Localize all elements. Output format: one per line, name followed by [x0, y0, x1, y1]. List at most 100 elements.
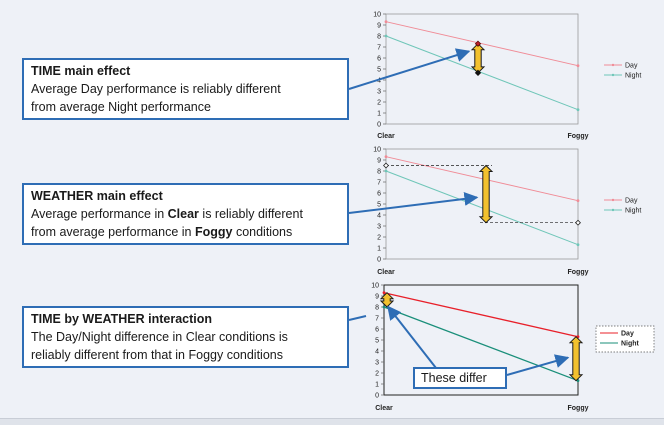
y-tick-label: 3 [375, 360, 379, 367]
y-tick-label: 2 [377, 235, 381, 242]
legend-label-day: Day [625, 63, 638, 70]
y-tick-label: 0 [377, 122, 381, 129]
weather-callout-title: WEATHER main effect [31, 189, 163, 203]
y-tick-label: 7 [377, 180, 381, 187]
interaction-callout-line-2: reliably different from that in Foggy co… [31, 348, 283, 362]
data-point-day [576, 64, 580, 68]
weather-line2-post: conditions [232, 225, 293, 239]
data-point-night [384, 169, 388, 173]
series-line-night [383, 306, 579, 382]
y-tick-label: 2 [375, 371, 379, 378]
x-category-label: Clear [375, 405, 393, 412]
data-point-night [576, 108, 580, 112]
series-line-day [383, 292, 579, 338]
clear-foggy-difference-arrow [478, 164, 494, 224]
x-category-label: Foggy [568, 269, 589, 276]
y-tick-label: 5 [375, 338, 379, 345]
y-tick-label: 3 [377, 224, 381, 231]
these-differ-callout: These differ [413, 367, 507, 389]
y-tick-label: 10 [373, 147, 381, 154]
interaction-connector [348, 315, 367, 321]
y-tick-label: 4 [377, 78, 381, 85]
y-tick-label: 4 [375, 349, 379, 356]
weather-effect-annotations [348, 162, 581, 226]
y-tick-label: 3 [377, 89, 381, 96]
interaction-annotations [348, 291, 584, 382]
bottom-strip [0, 418, 664, 425]
y-tick-label: 8 [375, 305, 379, 312]
y-tick-label: 6 [377, 191, 381, 198]
legend-label-night: Night [625, 73, 641, 80]
y-tick-label: 9 [375, 294, 379, 301]
y-tick-label: 2 [377, 100, 381, 107]
y-tick-label: 10 [371, 283, 379, 290]
night-average-marker [474, 69, 482, 77]
chart-panel-time: 0 1 2 3 4 5 6 7 8 9 10 Clear Foggy Day Night [373, 12, 641, 141]
weather-line1-bold: Clear [167, 207, 199, 221]
y-tick-label: 10 [373, 12, 381, 19]
y-tick-label: 6 [377, 56, 381, 63]
interaction-callout: TIME by WEATHER interaction The Day/Nigh… [22, 306, 349, 368]
clear-gap-arrow [379, 291, 395, 308]
data-point-night [384, 34, 388, 38]
data-point-day [576, 199, 580, 203]
x-category-label: Foggy [568, 133, 589, 140]
data-point-day [384, 155, 388, 159]
y-tick-label: 5 [377, 202, 381, 209]
clear-average-marker [383, 162, 389, 169]
y-tick-label: 9 [377, 158, 381, 165]
legend-marker [611, 73, 615, 77]
series-line-night [385, 35, 579, 111]
weather-line1-pre: Average performance in [31, 207, 168, 221]
differ-pointer-right [506, 354, 570, 376]
y-tick-label: 9 [377, 23, 381, 30]
callout-pointer-arrow [348, 48, 471, 90]
y-tick-label: 6 [375, 327, 379, 334]
y-tick-label: 8 [377, 34, 381, 41]
legend-label-night: Night [621, 341, 640, 348]
weather-main-effect-callout: WEATHER main effect Average performance … [22, 183, 349, 245]
time-callout-title: TIME main effect [31, 64, 131, 78]
y-tick-label: 8 [377, 169, 381, 176]
y-tick-label: 7 [375, 316, 379, 323]
weather-callout-line-2: from average performance in Foggy condit… [31, 223, 340, 241]
chart-panel-weather: 0 1 2 3 4 5 6 7 8 9 10 Clear Foggy Day Night [373, 147, 641, 277]
foggy-average-marker [575, 219, 581, 226]
legend-marker [611, 63, 615, 67]
x-category-label: Foggy [568, 405, 589, 412]
y-tick-label: 0 [375, 393, 379, 400]
data-point-night [382, 305, 386, 309]
legend-box [595, 325, 655, 353]
y-tick-label: 1 [377, 111, 381, 118]
time-effect-annotations [348, 40, 486, 90]
foggy-gap-arrow [568, 335, 584, 382]
legend-label-day: Day [625, 198, 638, 205]
weather-line2-pre: from average performance in [31, 225, 195, 239]
y-tick-label: 1 [377, 246, 381, 253]
legend-label-night: Night [625, 208, 641, 215]
legend-label-day: Day [621, 331, 634, 338]
series-line-day [385, 21, 579, 67]
y-tick-label: 0 [377, 257, 381, 264]
data-point-day [382, 291, 386, 295]
weather-callout-line-1: Average performance in Clear is reliably… [31, 205, 340, 223]
data-point-day [384, 20, 388, 24]
y-tick-label: 1 [375, 382, 379, 389]
y-tick-label: 4 [377, 213, 381, 220]
time-callout-line-1: Average Day performance is reliably diff… [31, 82, 281, 96]
series-line-day [385, 156, 579, 202]
callout-pointer-arrow [348, 191, 479, 214]
series-line-night [385, 170, 579, 246]
time-callout-line-2: from average Night performance [31, 100, 211, 114]
y-tick-label: 7 [377, 45, 381, 52]
differ-pointer-left [387, 305, 437, 369]
y-tick-label: 5 [377, 67, 381, 74]
weather-line2-bold: Foggy [194, 225, 233, 239]
chart-panel-interaction: 0 1 2 3 4 5 6 7 8 9 10 Clear Foggy Day Night [371, 283, 655, 412]
legend-marker [611, 208, 615, 212]
day-average-marker [474, 40, 482, 47]
x-category-label: Clear [377, 269, 395, 276]
weather-line1-post: is reliably different [198, 207, 303, 221]
interaction-callout-title: TIME by WEATHER interaction [31, 312, 213, 326]
